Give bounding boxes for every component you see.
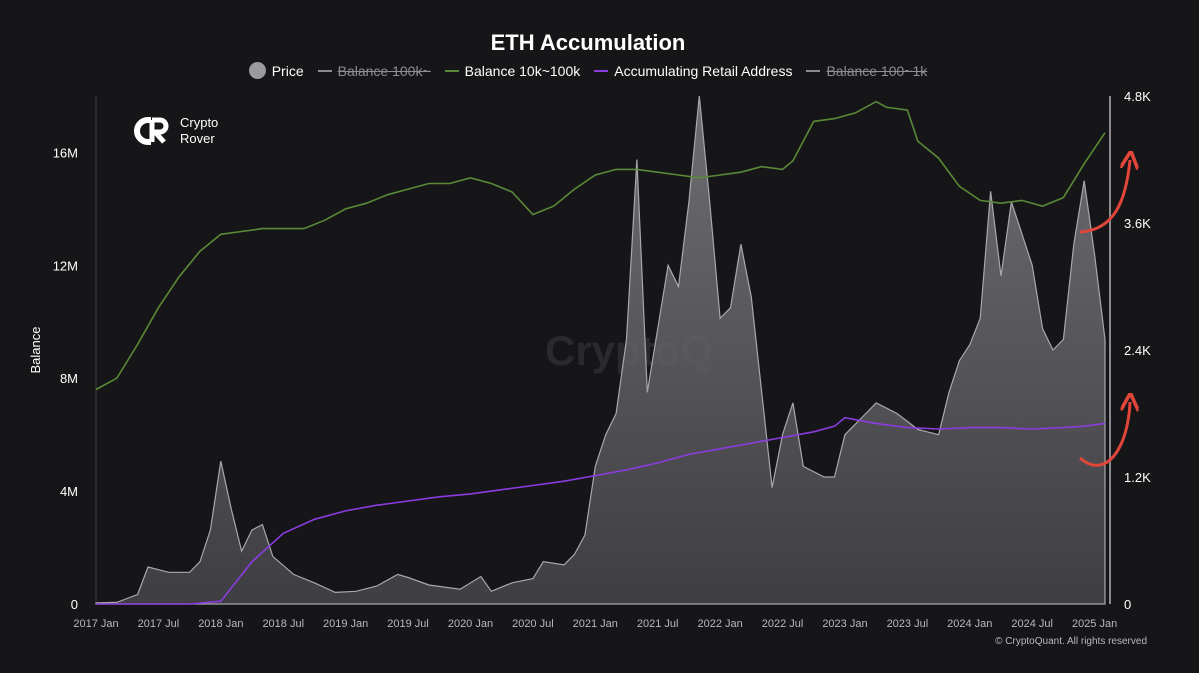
legend-label-balance-100-1k: Balance 100~1k: [826, 62, 928, 79]
y-left-ticks: 0 4M 8M 12M 16M: [53, 145, 78, 612]
x-tick-label: 2022 Jan: [697, 618, 742, 630]
legend-item-balance-10k-100k[interactable]: Balance 10k~100k: [444, 62, 581, 79]
legend-label-balance-10k-100k: Balance 10k~100k: [464, 62, 581, 79]
x-tick-label: 2020 Jan: [448, 618, 493, 630]
legend-marker-balance-10k-100k: [444, 69, 459, 72]
y-axis-label: Balance: [28, 327, 43, 374]
x-ticks: 2017 Jan 2017 Jul 2018 Jan 2018 Jul 2019 Jan…: [73, 618, 1117, 630]
legend-item-balance-100-1k[interactable]: Balance 100~1k: [806, 63, 927, 79]
brand-logo: Crypto Rover: [128, 114, 218, 148]
legend-marker-price: [248, 62, 266, 79]
legend-label-balance-100k: Balance 100k~: [337, 62, 431, 79]
chart-legend: Price Balance 100k~ Balance 10k~100k Acc…: [0, 62, 1176, 79]
brand-line2: Rover: [180, 131, 215, 146]
y-right-ticks: 0 1.2K 2.4K 3.6K 4.8K: [1124, 89, 1151, 612]
x-tick-label: 2018 Jan: [198, 618, 243, 630]
x-tick-label: 2024 Jan: [947, 618, 992, 630]
series-price-area: [95, 95, 1106, 605]
legend-label-retail: Accumulating Retail Address: [614, 62, 793, 79]
x-tick-label: 2017 Jan: [73, 618, 118, 630]
y-right-tick-label: 1.2K: [1124, 470, 1151, 485]
x-tick-label: 2023 Jan: [822, 618, 867, 630]
x-tick-label: 2023 Jul: [887, 618, 929, 630]
y-right-tick-label: 4.8K: [1124, 89, 1151, 104]
x-tick-label: 2017 Jul: [138, 618, 180, 630]
series-balance-10k-100k-line: [95, 100, 1106, 391]
y-left-tick-label: 12M: [53, 258, 78, 273]
x-tick-label: 2020 Jul: [512, 618, 554, 630]
series-retail-line: [96, 416, 1106, 605]
y-left-tick-label: 4M: [60, 484, 78, 499]
y-left-tick-label: 0: [71, 597, 78, 612]
brand-line1: Crypto: [180, 115, 219, 130]
annotation-arrow-retail: [1079, 402, 1130, 467]
y-right-tick-label: 3.6K: [1124, 216, 1151, 231]
chart-title: ETH Accumulation: [490, 30, 686, 55]
annotation-arrow-balance: [1079, 160, 1130, 234]
y-right-tick-label: 0: [1124, 597, 1131, 612]
copyright-notice: © CryptoQuant. All rights reserved: [995, 636, 1147, 647]
y-right-tick-label: 2.4K: [1124, 343, 1151, 358]
legend-item-price[interactable]: Price: [248, 62, 304, 79]
legend-marker-balance-100-1k: [806, 69, 821, 72]
x-tick-label: 2021 Jan: [573, 618, 618, 630]
legend-marker-retail: [594, 69, 609, 72]
x-tick-label: 2018 Jul: [262, 618, 304, 630]
x-tick-label: 2019 Jul: [387, 618, 429, 630]
y-left-tick-label: 16M: [53, 145, 78, 160]
legend-label-price: Price: [271, 62, 304, 79]
x-tick-label: 2022 Jul: [762, 618, 804, 630]
x-tick-label: 2024 Jul: [1011, 618, 1053, 630]
y-left-tick-label: 8M: [60, 371, 78, 386]
legend-item-balance-100k[interactable]: Balance 100k~: [317, 62, 431, 79]
x-tick-label: 2019 Jan: [323, 618, 368, 630]
brand-name: Crypto Rover: [180, 115, 218, 147]
legend-item-retail[interactable]: Accumulating Retail Address: [594, 63, 792, 79]
legend-marker-balance-100k: [317, 69, 332, 72]
crypto-rover-logo-icon: [134, 116, 169, 146]
x-tick-label: 2021 Jul: [637, 618, 679, 630]
x-tick-label: 2025 Jan: [1072, 618, 1117, 630]
